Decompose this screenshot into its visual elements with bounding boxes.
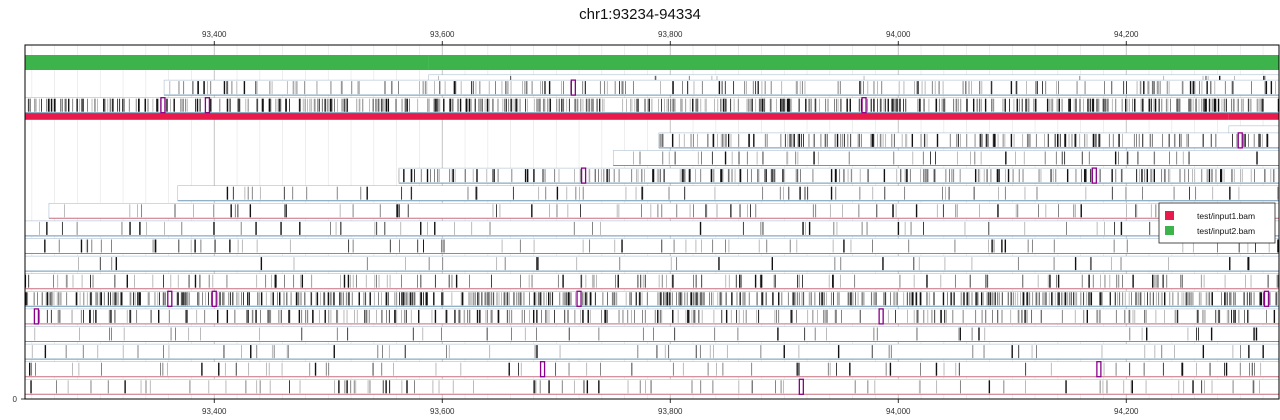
coverage-bar [1228, 108, 1279, 120]
top-tick-label: 93,800 [658, 30, 683, 39]
insertion-mark [204, 97, 211, 114]
insertion-mark [798, 378, 804, 395]
read [24, 255, 1280, 272]
read-body [24, 238, 1280, 254]
read [24, 378, 1280, 395]
coverage-layer [25, 55, 1279, 120]
read [24, 97, 1280, 114]
top-tick-label: 94,200 [1114, 30, 1139, 39]
coverage-bar [25, 55, 429, 70]
read-body [24, 379, 1280, 395]
insertion-mark [539, 361, 546, 378]
chart-title: chr1:93234-94334 [579, 6, 701, 23]
legend-swatch [1165, 211, 1174, 220]
insertion-mark [570, 79, 576, 96]
top-tick-label: 93,400 [202, 30, 227, 39]
bottom-tick-label: 93,400 [202, 407, 227, 416]
insertion-mark [878, 308, 884, 325]
read [24, 273, 1280, 290]
legend: test/input1.bam test/input2.bam [1158, 202, 1276, 244]
legend-label: test/input1.bam [1197, 211, 1255, 221]
top-tick-label: 93,600 [430, 30, 455, 39]
top-tick-label: 94,000 [886, 30, 911, 39]
reads-layer [24, 74, 1280, 395]
coverage-bar [25, 108, 1229, 120]
insertion-mark [1096, 361, 1102, 378]
insertion-mark [580, 167, 587, 184]
legend-label: test/input2.bam [1197, 226, 1255, 236]
read [24, 220, 1280, 237]
read-body [24, 220, 1280, 237]
read-body [658, 132, 1280, 149]
read-body [177, 185, 1280, 201]
insertion-mark [576, 290, 582, 307]
bottom-tick-label: 93,600 [430, 407, 455, 416]
read [24, 308, 1280, 325]
read [24, 290, 1280, 307]
y-tick-label: 0 [13, 395, 18, 404]
read [24, 361, 1280, 378]
read [24, 238, 1280, 254]
insertion-mark [211, 290, 217, 307]
read [24, 343, 1280, 360]
insertion-mark [1263, 290, 1270, 307]
insertion-mark [1091, 167, 1097, 184]
insertion-mark [861, 97, 867, 114]
read-body [612, 150, 1280, 166]
read [612, 150, 1280, 166]
legend-box [1158, 202, 1276, 244]
coverage-bar [428, 55, 1279, 70]
read-body [24, 343, 1280, 360]
insertion-mark [160, 97, 166, 114]
read [48, 203, 1280, 219]
read-body [24, 361, 1280, 377]
read-body [24, 326, 1280, 342]
read [24, 326, 1280, 342]
plot-frame [24, 44, 1280, 400]
read-body [48, 203, 1280, 219]
insertion-mark [33, 308, 40, 325]
legend-swatch [1165, 226, 1174, 235]
insertion-mark [1237, 132, 1243, 149]
read-body [24, 308, 1280, 325]
bottom-tick-label: 94,000 [886, 407, 911, 416]
insertion-mark [167, 290, 173, 307]
read [398, 167, 1280, 184]
bottom-tick-label: 94,200 [1114, 407, 1139, 416]
read [163, 79, 1280, 96]
read [658, 132, 1280, 149]
read [177, 185, 1280, 202]
bottom-tick-label: 93,800 [658, 407, 683, 416]
axis-layer: 93,400 93,400 93,600 93,600 93,800 93,800 94,0… [13, 30, 1139, 416]
